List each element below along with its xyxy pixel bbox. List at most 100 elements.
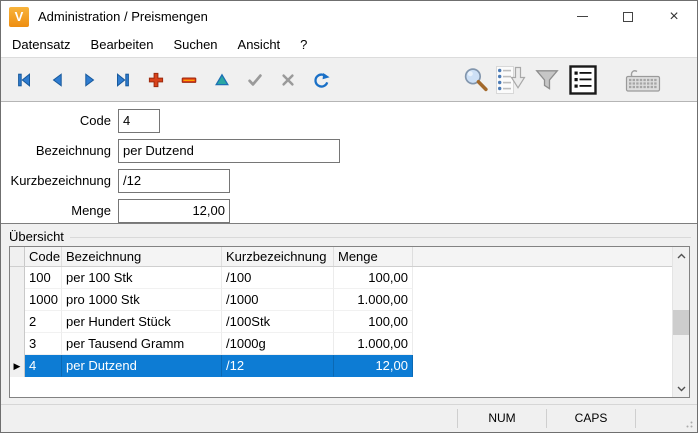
refresh-icon: [313, 72, 330, 88]
row-indicator: [10, 289, 25, 311]
cell-menge: 12,00: [334, 355, 413, 377]
status-separator: [635, 409, 636, 428]
filter-icon: [535, 69, 559, 90]
kurzbezeichnung-label: Kurzbezeichnung: [10, 173, 111, 188]
window-title: Administration / Preismengen: [38, 9, 208, 24]
nav-first-button[interactable]: [7, 63, 40, 97]
minimize-button[interactable]: [559, 1, 605, 32]
table-row[interactable]: 100 per 100 Stk /100 100,00: [10, 267, 689, 289]
kurzbezeichnung-field[interactable]: [118, 168, 230, 193]
vertical-scrollbar: [672, 247, 689, 397]
overview-title: Übersicht: [9, 228, 64, 244]
chevron-up-icon: [677, 253, 685, 258]
row-indicator: [10, 267, 25, 289]
cell-kurzbezeichnung: /12: [222, 355, 334, 377]
title-bar: V Administration / Preismengen ×: [1, 1, 697, 32]
status-separator: [546, 409, 547, 428]
cell-menge: 1.000,00: [334, 289, 413, 311]
cell-bezeichnung: per Hundert Stück: [62, 311, 222, 333]
grid-header-row: Code Bezeichnung Kurzbezeichnung Menge: [10, 247, 689, 267]
toolbar-right-group: [457, 63, 697, 97]
column-header-filler: [413, 247, 689, 266]
menu-item-suchen[interactable]: Suchen: [173, 37, 218, 52]
overview-grid: Code Bezeichnung Kurzbezeichnung Menge 1…: [9, 246, 690, 398]
list-view-icon: [569, 64, 597, 95]
maximize-button[interactable]: [605, 1, 651, 32]
status-separator: [457, 409, 458, 428]
row-indicator: [10, 333, 25, 355]
search-button[interactable]: [457, 63, 493, 97]
record-form: Code Bezeichnung Kurzbezeichnung Menge: [1, 101, 697, 224]
cell-bezeichnung: per 100 Stk: [62, 267, 222, 289]
nav-next-button[interactable]: [73, 63, 106, 97]
cell-bezeichnung: per Dutzend: [62, 355, 222, 377]
menu-item-datensatz[interactable]: Datensatz: [12, 37, 71, 52]
column-header-code[interactable]: Code: [25, 247, 62, 266]
cell-code: 100: [25, 267, 62, 289]
maximize-icon: [623, 11, 633, 22]
cell-menge: 1.000,00: [334, 333, 413, 355]
edit-record-button[interactable]: [205, 63, 238, 97]
code-label: Code: [79, 113, 111, 128]
table-row[interactable]: 1000 pro 1000 Stk /1000 1.000,00: [10, 289, 689, 311]
overview-group-header: Übersicht: [1, 224, 697, 246]
menu-bar: Datensatz Bearbeiten Suchen Ansicht ?: [1, 32, 697, 57]
cell-code: 2: [25, 311, 62, 333]
filter-button[interactable]: [529, 63, 565, 97]
form-row-kurzbezeichnung: Kurzbezeichnung: [1, 166, 697, 195]
scroll-down-button[interactable]: [673, 380, 689, 397]
post-edit-button[interactable]: [238, 63, 271, 97]
last-record-icon: [116, 72, 129, 87]
column-header-menge[interactable]: Menge: [334, 247, 413, 266]
nav-prior-button[interactable]: [40, 63, 73, 97]
menu-item-ansicht[interactable]: Ansicht: [237, 37, 281, 52]
close-icon: ×: [669, 7, 679, 25]
form-row-bezeichnung: Bezeichnung: [1, 136, 697, 165]
insert-record-button[interactable]: [139, 63, 172, 97]
post-edit-icon: [247, 73, 262, 86]
prior-record-icon: [52, 72, 62, 87]
edit-record-icon: [214, 73, 229, 85]
cell-code: 1000: [25, 289, 62, 311]
column-header-kurzbezeichnung[interactable]: Kurzbezeichnung: [222, 247, 334, 266]
menge-label: Menge: [71, 203, 111, 218]
nav-last-button[interactable]: [106, 63, 139, 97]
cancel-edit-button[interactable]: [271, 63, 304, 97]
scrollbar-thumb[interactable]: [673, 310, 689, 335]
chevron-down-icon: [677, 386, 685, 391]
keyboard-button[interactable]: [625, 63, 661, 97]
cell-code: 3: [25, 333, 62, 355]
table-row[interactable]: 3 per Tausend Gramm /1000g 1.000,00: [10, 333, 689, 355]
bezeichnung-field[interactable]: [118, 138, 340, 163]
menu-item-help[interactable]: ?: [300, 37, 308, 52]
first-record-icon: [17, 72, 30, 87]
scrollbar-track[interactable]: [673, 264, 689, 380]
keyboard-icon: [625, 69, 661, 92]
menu-item-bearbeiten[interactable]: Bearbeiten: [90, 37, 154, 52]
code-field[interactable]: [118, 108, 160, 133]
scroll-up-button[interactable]: [673, 247, 689, 264]
cell-menge: 100,00: [334, 311, 413, 333]
cell-menge: 100,00: [334, 267, 413, 289]
refresh-button[interactable]: [304, 63, 337, 97]
list-view-button[interactable]: [565, 63, 601, 97]
cancel-edit-icon: [281, 73, 294, 86]
minimize-icon: [576, 16, 588, 17]
delete-record-button[interactable]: [172, 63, 205, 97]
overview-section: Übersicht Code Bezeichnung Kurzbezeichnu…: [1, 224, 697, 404]
quick-select-icon: [496, 65, 526, 94]
cell-bezeichnung: pro 1000 Stk: [62, 289, 222, 311]
bezeichnung-label: Bezeichnung: [35, 143, 111, 158]
delete-record-icon: [181, 77, 196, 83]
cell-kurzbezeichnung: /1000g: [222, 333, 334, 355]
search-icon: [464, 68, 488, 92]
table-row[interactable]: 2 per Hundert Stück /100Stk 100,00: [10, 311, 689, 333]
resize-grip-icon[interactable]: [684, 419, 694, 429]
column-header-bezeichnung[interactable]: Bezeichnung: [62, 247, 222, 266]
close-button[interactable]: ×: [651, 1, 697, 32]
table-row[interactable]: ▶ 4 per Dutzend /12 12,00: [10, 355, 689, 377]
cell-kurzbezeichnung: /100: [222, 267, 334, 289]
quick-select-button[interactable]: [493, 63, 529, 97]
menge-field[interactable]: [118, 198, 230, 223]
